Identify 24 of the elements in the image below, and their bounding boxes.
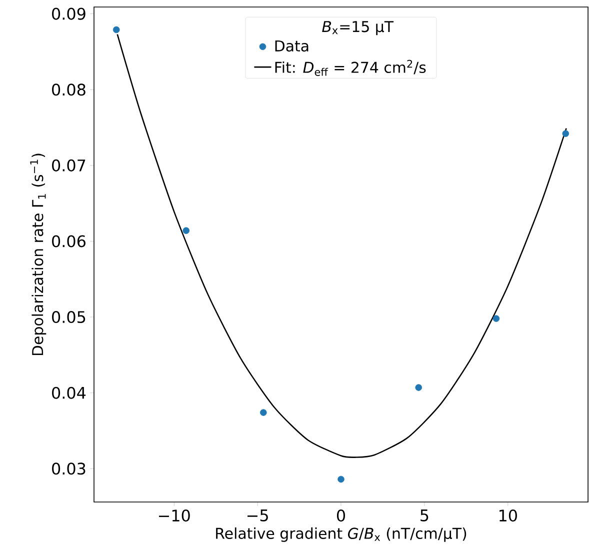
point xyxy=(260,409,267,416)
point xyxy=(415,384,422,391)
x-axis-title: Relative gradient G/B$_{x}$ (nT/cm/µT) xyxy=(216,527,466,542)
y-tick-label: 0.07 xyxy=(52,159,86,172)
y-tick-label: 0.05 xyxy=(52,311,86,324)
y-axis-title: Depolarization rate Γ$_{1}$ (s$^{−1}$) xyxy=(30,154,46,356)
x-tick-label: 5 xyxy=(420,510,428,522)
point xyxy=(182,227,190,234)
x-tick-label: 0 xyxy=(336,510,346,522)
y-tick-label: 0.04 xyxy=(52,386,86,399)
x-tick-label: −10 xyxy=(158,510,190,522)
point xyxy=(562,130,570,137)
x-tick-label: 10 xyxy=(500,510,517,522)
legend-label: Fit: D$_{eff}$ = 274 cm$^{2}$/s xyxy=(275,60,426,76)
y-tick-label: 0.06 xyxy=(52,235,86,248)
point xyxy=(492,315,500,322)
point xyxy=(112,26,120,34)
y-tick-label: 0.03 xyxy=(52,462,86,475)
legend-title: B$_{x}$=15 µT xyxy=(322,21,394,36)
x-tick-label: −5 xyxy=(247,510,268,522)
point xyxy=(338,476,344,483)
legend-label: Data xyxy=(275,40,308,52)
y-tick-label: 0.08 xyxy=(52,84,86,96)
y-tick-label: 0.09 xyxy=(52,8,86,20)
